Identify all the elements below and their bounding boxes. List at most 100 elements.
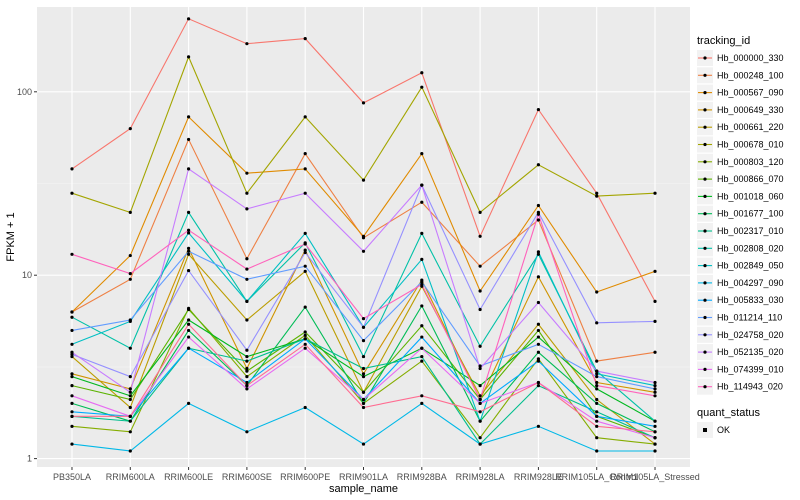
data-point bbox=[128, 419, 132, 423]
data-point bbox=[536, 212, 541, 216]
data-point bbox=[303, 264, 307, 268]
data-point bbox=[186, 137, 191, 142]
data-point bbox=[245, 171, 249, 175]
data-point bbox=[420, 394, 424, 398]
data-point bbox=[303, 337, 307, 341]
data-point bbox=[536, 424, 541, 428]
data-point bbox=[186, 346, 191, 350]
legend-label: Hb_001018_060 bbox=[717, 191, 784, 201]
data-point bbox=[245, 191, 249, 195]
data-point bbox=[186, 252, 191, 256]
data-point bbox=[478, 366, 482, 371]
legend-key-point bbox=[703, 350, 707, 354]
y-tick-label: 1 bbox=[27, 454, 32, 464]
data-point bbox=[478, 364, 482, 368]
data-point bbox=[70, 424, 74, 428]
legend-label: Hb_004297_090 bbox=[717, 278, 784, 288]
data-point bbox=[478, 210, 482, 215]
legend-key-point bbox=[703, 142, 707, 147]
data-point bbox=[186, 268, 191, 273]
legend-label: Hb_011214_110 bbox=[717, 313, 782, 323]
legend-key-point bbox=[703, 160, 707, 164]
data-point bbox=[245, 267, 249, 271]
legend-key-point bbox=[703, 125, 707, 129]
data-point bbox=[653, 430, 657, 434]
data-point bbox=[595, 194, 599, 198]
data-point bbox=[128, 346, 132, 350]
data-point bbox=[420, 183, 424, 187]
data-point bbox=[478, 419, 482, 423]
x-tick-label: RRIM105LA_Control bbox=[555, 472, 638, 482]
data-point bbox=[478, 397, 482, 402]
data-point bbox=[595, 414, 599, 418]
data-point bbox=[186, 55, 191, 59]
data-point bbox=[70, 384, 74, 388]
data-point bbox=[245, 299, 249, 303]
legend-label: Hb_000000_330 bbox=[717, 53, 784, 63]
data-point bbox=[595, 436, 599, 440]
x-tick-label: RRIM928BA bbox=[397, 472, 447, 482]
data-point bbox=[595, 387, 599, 391]
legend-key-point bbox=[703, 177, 707, 181]
data-point bbox=[478, 289, 482, 293]
data-point bbox=[303, 250, 307, 255]
data-point bbox=[361, 372, 366, 376]
data-point bbox=[420, 200, 424, 204]
x-tick-label: RRIM600PE bbox=[280, 472, 330, 482]
legend-label: Hb_000803_120 bbox=[717, 157, 784, 167]
data-point bbox=[420, 335, 424, 339]
data-point bbox=[536, 322, 541, 326]
legend-key-point bbox=[703, 229, 707, 233]
data-point bbox=[536, 163, 541, 167]
data-point bbox=[245, 430, 249, 434]
data-point bbox=[478, 384, 482, 388]
data-point bbox=[128, 430, 132, 434]
data-point bbox=[70, 342, 74, 346]
data-point bbox=[420, 282, 424, 287]
data-point bbox=[653, 394, 657, 398]
legend-label: Hb_000567_090 bbox=[717, 88, 784, 98]
legend-label: Hb_002317_010 bbox=[717, 226, 784, 236]
data-point bbox=[303, 342, 307, 346]
x-tick-label: RRIM928LA bbox=[456, 472, 505, 482]
data-point bbox=[478, 410, 482, 414]
data-point bbox=[536, 357, 541, 361]
data-point bbox=[653, 387, 657, 391]
data-point bbox=[420, 71, 424, 75]
legend-key-point bbox=[703, 298, 707, 302]
legend-key-point bbox=[703, 264, 707, 268]
data-point bbox=[70, 442, 74, 446]
data-point bbox=[595, 374, 599, 379]
data-point bbox=[595, 401, 599, 405]
data-point bbox=[245, 277, 249, 281]
data-point bbox=[186, 210, 191, 215]
data-point bbox=[303, 115, 307, 119]
data-point bbox=[70, 350, 74, 354]
data-point bbox=[361, 442, 366, 446]
data-point bbox=[478, 442, 482, 446]
legend-label: Hb_000678_010 bbox=[717, 140, 784, 150]
data-point bbox=[128, 127, 132, 131]
data-point bbox=[420, 401, 424, 405]
data-point bbox=[595, 191, 599, 195]
data-point bbox=[186, 246, 191, 251]
data-point bbox=[653, 442, 657, 446]
data-point bbox=[420, 346, 424, 350]
data-point bbox=[361, 234, 366, 238]
data-point bbox=[595, 449, 599, 453]
data-point bbox=[186, 228, 191, 232]
data-point bbox=[653, 436, 657, 440]
data-point bbox=[303, 191, 307, 195]
data-point bbox=[595, 424, 599, 428]
data-point bbox=[361, 316, 366, 321]
data-point bbox=[245, 374, 249, 379]
data-point bbox=[186, 249, 191, 253]
data-point bbox=[303, 346, 307, 350]
legend-key-point bbox=[703, 281, 707, 285]
data-point bbox=[595, 419, 599, 423]
data-point bbox=[595, 290, 599, 294]
data-point bbox=[595, 397, 599, 402]
legend-key-point bbox=[703, 212, 707, 216]
data-point bbox=[653, 299, 657, 303]
